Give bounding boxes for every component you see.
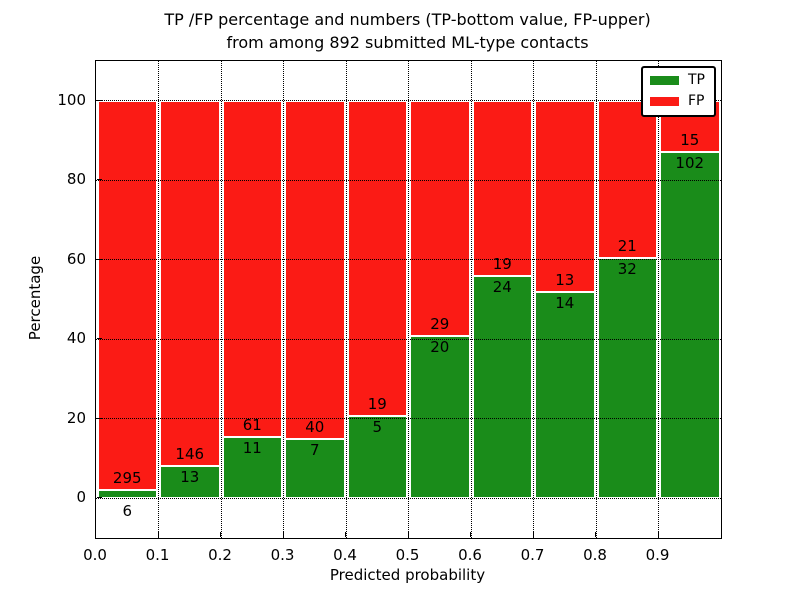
x-tick-label: 0.6 — [458, 546, 482, 564]
chart-title-line-1: TP /FP percentage and numbers (TP-bottom… — [164, 10, 651, 29]
tp-count-label: 24 — [492, 278, 512, 297]
bar-tp-segment — [410, 336, 470, 499]
fp-count-label: 40 — [305, 418, 325, 437]
x-gridline — [595, 61, 597, 538]
fp-count-label: 19 — [367, 394, 387, 413]
x-tick-mark — [532, 532, 534, 537]
legend-label-tp: TP — [688, 72, 705, 88]
y-axis-label: Percentage — [26, 255, 44, 341]
x-gridline — [658, 61, 659, 538]
x-gridline — [158, 61, 159, 538]
bar-tp-segment — [535, 291, 595, 499]
bar-fp-segment — [472, 100, 532, 277]
x-tick-mark — [282, 532, 284, 537]
x-tick-mark — [407, 532, 409, 537]
x-tick-mark — [95, 532, 96, 537]
tp-count-label: 20 — [430, 338, 450, 357]
y-tick-label: 20 — [66, 408, 86, 427]
x-gridline — [533, 61, 534, 538]
x-axis-label: Predicted probability — [329, 566, 486, 584]
x-tick-mark — [345, 532, 346, 537]
bar-fp-segment — [597, 100, 657, 259]
x-tick-label: 0.1 — [145, 546, 170, 564]
tp-count-label: 11 — [242, 439, 262, 458]
y-tick-mark — [96, 179, 102, 181]
chart-title: TP /FP percentage and numbers (TP-bottom… — [95, 8, 720, 54]
tp-color-swatch — [650, 76, 679, 85]
x-gridline — [470, 61, 472, 538]
fp-count-label: 295 — [112, 469, 142, 488]
tp-count-label: 5 — [372, 417, 383, 436]
legend-label-fp: FP — [688, 93, 705, 109]
x-tick-mark — [595, 532, 596, 537]
x-gridline — [345, 61, 347, 538]
y-tick-label: 80 — [66, 170, 86, 189]
fp-count-label: 15 — [680, 130, 700, 149]
y-tick-mark — [96, 258, 102, 260]
bar-tp-segment — [160, 465, 220, 499]
bar-tp-segment — [97, 490, 157, 499]
bar-fp-segment — [347, 100, 407, 416]
y-tick-mark — [96, 497, 102, 499]
y-tick-label: 60 — [66, 249, 86, 268]
x-tick-mark — [157, 532, 159, 537]
plot-area: 295 6 146 13 61 11 40 7 19 5 29 20 19 24 13 14 21 32 15 102… — [95, 60, 722, 539]
x-tick-label: 0.0 — [83, 546, 107, 564]
x-gridline — [220, 61, 222, 538]
tp-count-label: 7 — [309, 441, 320, 460]
x-gridline — [283, 61, 284, 538]
y-tick-mark — [96, 338, 102, 340]
bar-fp-segment — [97, 100, 157, 491]
tp-count-label: 13 — [180, 467, 200, 486]
bar-tp-segment — [660, 151, 720, 499]
x-tick-label: 0.4 — [333, 546, 357, 564]
x-tick-label: 0.3 — [270, 546, 295, 564]
bar-fp-segment — [285, 100, 345, 440]
legend-item-tp: TP — [650, 73, 705, 88]
bar-tp-segment — [222, 437, 282, 499]
bar-tp-segment — [597, 258, 657, 499]
x-gridline — [408, 61, 409, 538]
bar-fp-segment — [222, 100, 282, 438]
bar-fp-segment — [160, 100, 220, 466]
x-tick-label: 0.5 — [395, 546, 420, 564]
x-tick-mark — [470, 532, 471, 537]
tp-count-label: 6 — [122, 502, 133, 521]
y-tick-mark — [96, 99, 102, 101]
fp-color-swatch — [650, 97, 679, 106]
tp-count-label: 14 — [555, 293, 575, 312]
x-tick-label: 0.9 — [645, 546, 670, 564]
bar-tp-segment — [472, 276, 532, 499]
bar-tp-segment — [347, 415, 407, 499]
fp-count-label: 146 — [175, 444, 205, 463]
fp-count-label: 61 — [242, 416, 262, 435]
legend: TP FP — [641, 66, 716, 117]
legend-item-fp: FP — [650, 94, 705, 109]
tp-count-label: 102 — [675, 153, 705, 172]
fp-count-label: 19 — [492, 255, 512, 274]
y-tick-mark — [96, 417, 102, 419]
bar-fp-segment — [535, 100, 595, 292]
fp-count-label: 29 — [430, 315, 450, 334]
x-tick-mark — [657, 532, 659, 537]
y-tick-label: 40 — [66, 329, 86, 348]
x-tick-label: 0.2 — [208, 546, 232, 564]
y-tick-label: 0 — [76, 488, 86, 507]
y-tick-label: 100 — [57, 90, 86, 109]
fp-count-label: 21 — [617, 237, 637, 256]
x-tick-label: 0.8 — [583, 546, 607, 564]
chart-title-line-2: from among 892 submitted ML-type contact… — [226, 33, 589, 52]
fp-count-label: 13 — [555, 270, 575, 289]
x-tick-mark — [220, 532, 221, 537]
bar-fp-segment — [410, 100, 470, 337]
bar-tp-segment — [285, 439, 345, 499]
tp-count-label: 32 — [617, 260, 637, 279]
x-tick-label: 0.7 — [520, 546, 545, 564]
